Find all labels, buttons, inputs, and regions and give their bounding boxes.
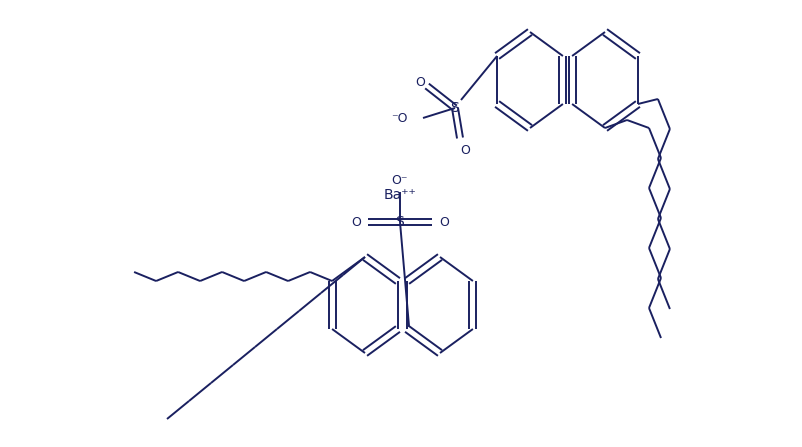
Text: O: O <box>460 143 469 156</box>
Text: ⁻O: ⁻O <box>391 111 407 125</box>
Text: O: O <box>439 215 448 228</box>
Text: O⁻: O⁻ <box>391 173 407 186</box>
Text: S: S <box>450 101 459 115</box>
Text: Ba⁺⁺: Ba⁺⁺ <box>383 188 416 202</box>
Text: O: O <box>350 215 360 228</box>
Text: S: S <box>395 215 404 229</box>
Text: O: O <box>415 76 424 89</box>
